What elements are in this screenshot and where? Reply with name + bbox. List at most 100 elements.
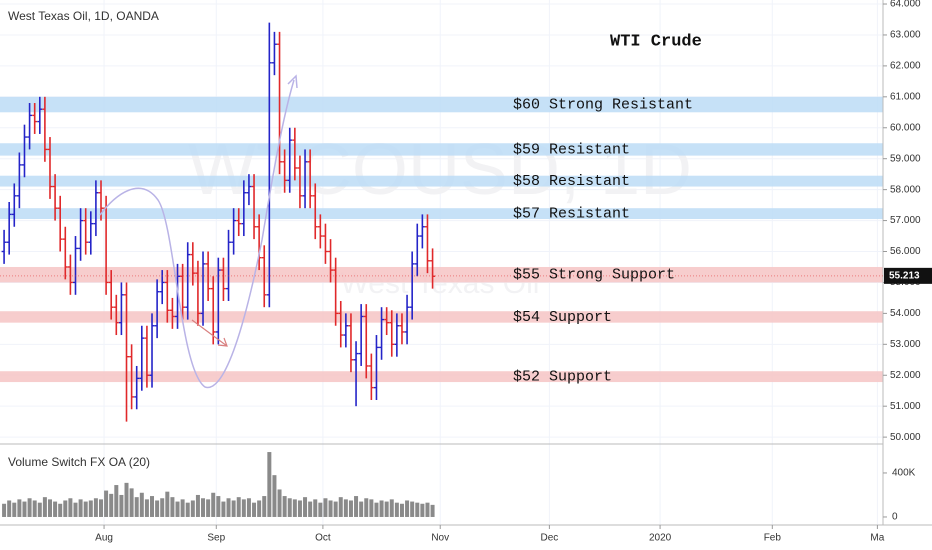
zone bbox=[0, 371, 883, 383]
volume-bar bbox=[364, 498, 369, 517]
volume-bar bbox=[22, 501, 27, 517]
volume-bar bbox=[73, 502, 78, 517]
x-tick-label: 2020 bbox=[649, 533, 672, 544]
volume-bar bbox=[338, 497, 343, 517]
drawings bbox=[99, 74, 298, 388]
projection-curve bbox=[99, 79, 295, 388]
volume-bar bbox=[119, 494, 124, 517]
volume-bar bbox=[384, 501, 389, 517]
volume-bar bbox=[405, 500, 410, 517]
volume-bar bbox=[369, 499, 374, 517]
volume-bar bbox=[303, 497, 308, 517]
volume-bar bbox=[144, 499, 149, 517]
volume-bar bbox=[114, 485, 119, 517]
zone bbox=[0, 208, 883, 220]
volume-bar bbox=[313, 499, 318, 517]
volume-bar bbox=[282, 496, 287, 517]
volume-bar bbox=[287, 498, 292, 517]
arrow-head bbox=[287, 74, 298, 89]
y-tick-label: 51.000 bbox=[890, 401, 921, 412]
y-tick-label: 52.000 bbox=[890, 370, 921, 381]
x-tick-label: Ma bbox=[870, 533, 884, 544]
volume-bar bbox=[308, 501, 313, 517]
volume-bar bbox=[430, 504, 435, 517]
volume-bar bbox=[277, 489, 282, 517]
volume-bar bbox=[348, 500, 353, 517]
volume-bar bbox=[252, 502, 257, 517]
volume-bar bbox=[211, 492, 216, 517]
x-tick-label: Oct bbox=[315, 533, 331, 544]
last-price-box bbox=[884, 267, 932, 284]
volume-bar bbox=[27, 498, 32, 517]
arrow bbox=[191, 319, 228, 347]
volume-bar bbox=[318, 502, 323, 517]
volume-bar bbox=[139, 492, 144, 517]
volume-bar bbox=[241, 499, 246, 517]
volume-bar bbox=[206, 499, 211, 517]
y-tick-label: 63.000 bbox=[890, 30, 921, 41]
zone-label: $55 Strong Support bbox=[513, 267, 675, 284]
volume-bar bbox=[201, 498, 206, 517]
volume-bar bbox=[99, 499, 104, 517]
zone-label: $59 Resistant bbox=[513, 141, 630, 158]
volume-bar bbox=[267, 452, 272, 517]
volume-bar bbox=[165, 491, 170, 517]
volume-bar bbox=[47, 499, 52, 517]
zones: $60 Strong Resistant $59 Resistant $58 Res… bbox=[0, 97, 883, 386]
volume-bar bbox=[420, 503, 425, 517]
y-tick-label: 53.000 bbox=[890, 339, 921, 350]
volume-bar bbox=[124, 482, 129, 517]
volume-bar bbox=[292, 499, 297, 517]
volume-bar bbox=[343, 499, 348, 517]
last-price-label: 55.213 bbox=[889, 270, 920, 281]
volume-bar bbox=[333, 501, 338, 517]
zone-label: $54 Support bbox=[513, 309, 612, 326]
volume-bar bbox=[379, 500, 384, 517]
volume-bar bbox=[53, 501, 58, 517]
volume-bar bbox=[328, 500, 333, 517]
volume-bar bbox=[272, 475, 277, 517]
volume-bar bbox=[68, 498, 73, 517]
y-tick-label: 62.000 bbox=[890, 61, 921, 72]
volume-bar bbox=[83, 501, 88, 517]
volume-bar bbox=[7, 500, 12, 517]
x-tick-label: Dec bbox=[540, 533, 558, 544]
volume-bar bbox=[374, 502, 379, 517]
x-tick-label: Feb bbox=[764, 533, 782, 544]
volume-bar bbox=[175, 501, 180, 517]
volume-bar bbox=[150, 496, 155, 517]
volume-bar bbox=[389, 499, 394, 517]
volume-bar bbox=[190, 500, 195, 517]
volume-bar bbox=[410, 501, 415, 517]
volume-bar bbox=[262, 496, 267, 517]
zone bbox=[0, 96, 883, 113]
zone-label: $60 Strong Resistant bbox=[513, 97, 693, 114]
volume-bar bbox=[2, 503, 7, 517]
volume-bar bbox=[32, 500, 37, 517]
y-tick-label: 59.000 bbox=[890, 153, 921, 164]
volume-bar bbox=[63, 500, 68, 517]
volume-bar bbox=[88, 500, 93, 517]
volume-bar bbox=[93, 498, 98, 517]
volume-bar bbox=[399, 503, 404, 517]
volume-bar bbox=[42, 497, 47, 517]
volume-bar bbox=[415, 502, 420, 517]
volume-bar bbox=[297, 500, 302, 517]
y-tick-label: 60.000 bbox=[890, 122, 921, 133]
volume-title: Volume Switch FX OA (20) bbox=[8, 455, 150, 469]
y-tick-label: 50.000 bbox=[890, 432, 921, 443]
volume-bar bbox=[425, 502, 430, 517]
y-tick-label: 56.000 bbox=[890, 246, 921, 257]
zone-label: $58 Resistant bbox=[513, 173, 630, 190]
volume-bar bbox=[104, 490, 109, 517]
volume-bar bbox=[394, 502, 399, 517]
volume-bar bbox=[58, 503, 63, 517]
volume-tick-label: 0 bbox=[892, 512, 898, 523]
volume-bars bbox=[2, 452, 435, 517]
volume-bar bbox=[129, 488, 134, 517]
x-tick-label: Aug bbox=[95, 533, 113, 544]
y-tick-label: 61.000 bbox=[890, 91, 921, 102]
zone bbox=[0, 266, 883, 283]
